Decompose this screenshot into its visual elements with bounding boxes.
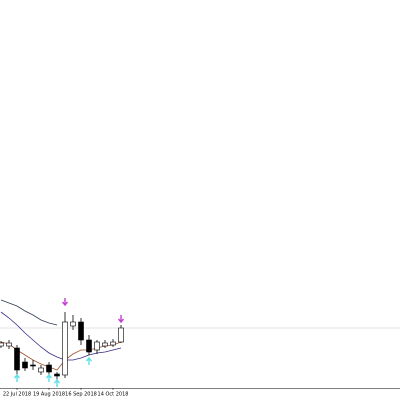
candle-body [6, 342, 12, 347]
candle-body [38, 367, 44, 373]
indicator-line [0, 341, 122, 371]
x-tick-label: 16 Sep 2018 [65, 392, 97, 398]
buy-arrow [53, 378, 61, 387]
indicator-line [0, 299, 58, 326]
candle-body [70, 321, 76, 327]
x-tick-label: 19 Aug 2018 [33, 392, 65, 398]
sell-arrow [61, 298, 69, 307]
candle-body [46, 364, 52, 373]
indicator-line [0, 311, 122, 361]
x-tick-label: 22 Jul 2018 [3, 392, 31, 398]
candle-body [62, 321, 68, 376]
candle-body [102, 342, 108, 347]
candle-body [30, 364, 36, 367]
sell-arrow [117, 315, 125, 324]
buy-arrow [13, 373, 21, 382]
buy-arrow [45, 373, 53, 382]
candle-body [118, 327, 124, 343]
candle-body [22, 361, 28, 369]
candle-body [54, 373, 60, 377]
candle-body [0, 342, 4, 347]
candle-body [94, 341, 100, 351]
candle-body [78, 321, 84, 341]
buy-arrow [85, 356, 93, 365]
candle-body [110, 341, 116, 346]
candle-body [14, 347, 20, 371]
x-tick-label: 14 Oct 2018 [98, 392, 129, 398]
candle-body [86, 339, 92, 353]
